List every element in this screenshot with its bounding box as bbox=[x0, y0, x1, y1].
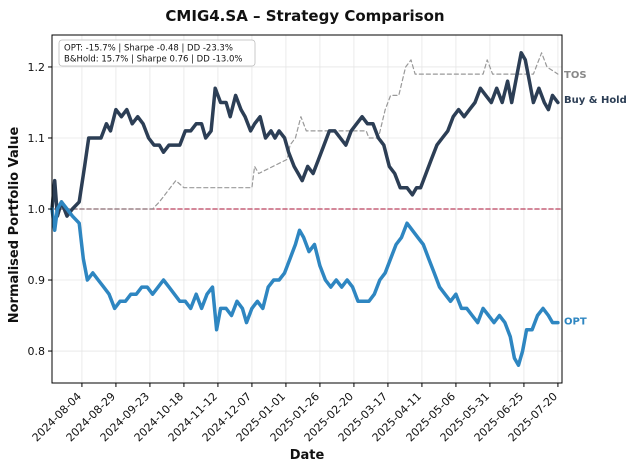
stats-line-opt: OPT: -15.7% | Sharpe -0.48 | DD -23.3% bbox=[64, 44, 233, 54]
stats-box: OPT: -15.7% | Sharpe -0.48 | DD -23.3% B… bbox=[58, 39, 256, 67]
y-tick-label: 0.9 bbox=[28, 274, 46, 287]
series-line-buy-hold bbox=[50, 51, 560, 218]
series-line-tos bbox=[51, 52, 559, 210]
y-tick-label: 1.0 bbox=[28, 203, 46, 216]
end-label-buy-hold: Buy & Hold bbox=[564, 95, 627, 106]
stats-box-frame bbox=[58, 39, 256, 67]
y-tick-label: 1.1 bbox=[28, 132, 46, 145]
y-axis-ticks: 0.8 0.9 1.0 1.1 1.2 bbox=[28, 61, 52, 358]
x-axis-label: Date bbox=[290, 448, 325, 463]
series-layer bbox=[50, 51, 563, 367]
chart-title: CMIG4.SA – Strategy Comparison bbox=[165, 7, 444, 25]
y-tick-label: 1.2 bbox=[28, 61, 46, 74]
end-label-tos: TOS bbox=[564, 70, 587, 81]
y-axis-label: Normalised Portfolio Value bbox=[7, 127, 22, 324]
end-label-opt: OPT bbox=[564, 317, 587, 328]
series-end-labels: TOS Buy & Hold OPT bbox=[564, 70, 627, 327]
y-tick-label: 0.8 bbox=[28, 345, 46, 358]
stats-line-bhold: B&Hold: 15.7% | Sharpe 0.76 | DD -13.0% bbox=[64, 55, 243, 65]
series-line-opt bbox=[50, 200, 560, 367]
